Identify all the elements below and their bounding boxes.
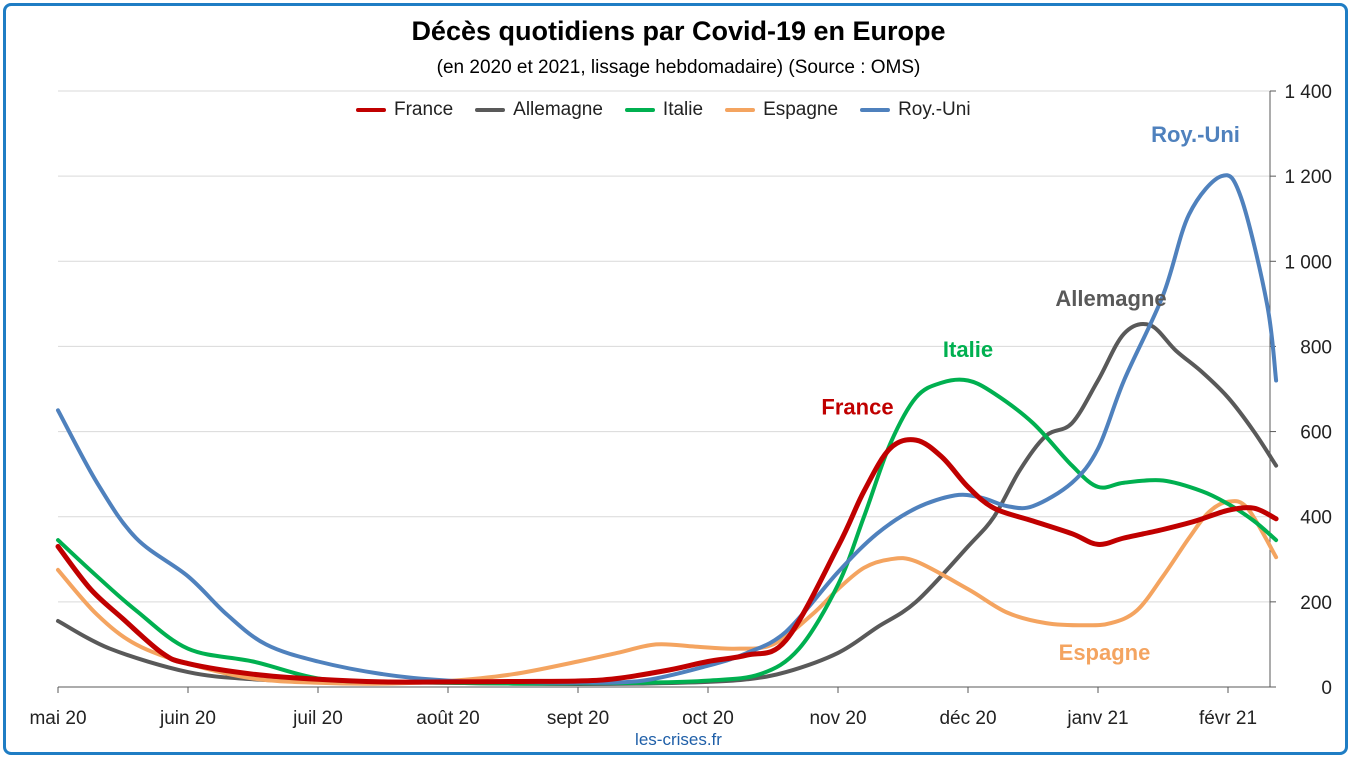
axes: 0 200 400 600 800 1 000 1 200 1 400 mai 20 juin 2… bbox=[29, 82, 1332, 729]
series-line-allemagne bbox=[56, 321, 1279, 686]
legend-swatch-royuni bbox=[860, 108, 891, 112]
series-annotation-espagne: Espagne bbox=[1059, 640, 1151, 665]
gridlines bbox=[58, 90, 1270, 603]
x-tick-label: sept 20 bbox=[547, 708, 609, 729]
legend-swatch-france bbox=[356, 108, 386, 112]
x-tick-label: déc 20 bbox=[939, 708, 996, 729]
legend-label-espagne: Espagne bbox=[763, 99, 839, 120]
y-tick-label: 600 bbox=[1300, 423, 1332, 444]
legend-label-france: France bbox=[394, 99, 454, 120]
y-tick-label: 0 bbox=[1321, 678, 1332, 699]
x-tick-label: août 20 bbox=[416, 708, 479, 729]
y-tick-label: 800 bbox=[1300, 337, 1332, 358]
y-tick-label: 1 000 bbox=[1284, 252, 1332, 273]
legend-label-italie: Italie bbox=[662, 99, 704, 120]
x-tick-label: juin 20 bbox=[159, 708, 216, 729]
legend-item-royuni: Roy.-Uni bbox=[860, 99, 971, 121]
y-tick-label: 400 bbox=[1300, 508, 1332, 529]
chart-subtitle: (en 2020 et 2021, lissage hebdomadaire) … bbox=[436, 57, 921, 78]
legend-swatch-italie bbox=[624, 108, 655, 112]
x-tick-label: mai 20 bbox=[29, 708, 86, 729]
x-tick-label: juil 20 bbox=[292, 708, 343, 729]
legend-label-allemagne: Allemagne bbox=[513, 99, 603, 120]
legend-swatch-allemagne bbox=[475, 108, 506, 112]
x-tick-label: févr 21 bbox=[1199, 708, 1257, 729]
series-line-espagne bbox=[56, 499, 1279, 686]
y-tick-label: 1 200 bbox=[1284, 167, 1332, 188]
legend-item-allemagne: Allemagne bbox=[475, 99, 603, 121]
chart-title: Décès quotidiens par Covid-19 en Europe bbox=[411, 16, 946, 46]
legend-item-italie: Italie bbox=[624, 99, 704, 121]
series-annotation-italie: Italie bbox=[943, 337, 993, 362]
series-annotation-france: France bbox=[821, 395, 893, 420]
series-lines bbox=[55, 173, 1279, 686]
series-line-france bbox=[55, 437, 1279, 685]
legend-swatch-espagne bbox=[725, 108, 756, 112]
series-annotation-allemagne: Allemagne bbox=[1055, 286, 1166, 311]
x-tick-label: oct 20 bbox=[682, 708, 734, 729]
x-tick-label: nov 20 bbox=[809, 708, 866, 729]
x-tick-label: janv 21 bbox=[1066, 708, 1128, 729]
series-annotation-roy-uni: Roy.-Uni bbox=[1151, 122, 1240, 147]
legend-label-royuni: Roy.-Uni bbox=[898, 99, 971, 120]
source-label: les-crises.fr bbox=[635, 730, 722, 749]
series-line-roy-uni bbox=[56, 173, 1279, 685]
series-annotations: France Allemagne Italie Espagne Roy.-Uni bbox=[821, 122, 1239, 665]
y-tick-label: 200 bbox=[1300, 593, 1332, 614]
legend-item-france: France bbox=[356, 99, 453, 121]
y-tick-label: 1 400 bbox=[1284, 82, 1332, 103]
chart-legend: France Allemagne Italie Espagne Roy.-Uni bbox=[356, 99, 971, 121]
series-line-italie bbox=[56, 377, 1279, 686]
legend-item-espagne: Espagne bbox=[725, 99, 838, 121]
